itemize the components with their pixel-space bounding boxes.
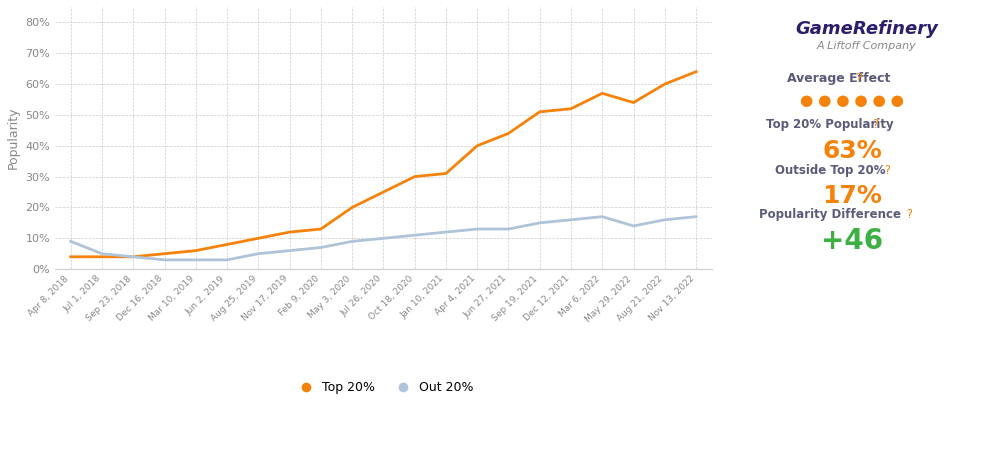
Text: A Liftoff Company: A Liftoff Company — [817, 41, 916, 51]
Text: ?: ? — [852, 72, 863, 86]
Text: Top 20% Popularity: Top 20% Popularity — [766, 118, 894, 131]
Y-axis label: Popularity: Popularity — [7, 107, 20, 169]
Text: Popularity Difference: Popularity Difference — [759, 207, 901, 220]
Text: ?: ? — [903, 207, 913, 220]
Text: Average Effect: Average Effect — [787, 72, 890, 86]
Text: +46: +46 — [821, 227, 883, 255]
Text: 63%: 63% — [822, 140, 882, 163]
Text: ● ● ● ● ● ●: ● ● ● ● ● ● — [800, 94, 904, 108]
Text: GameRefinery: GameRefinery — [795, 20, 938, 38]
Legend: Top 20%, Out 20%: Top 20%, Out 20% — [288, 376, 478, 399]
Text: Outside Top 20%: Outside Top 20% — [775, 164, 885, 177]
Text: ?: ? — [881, 164, 891, 177]
Text: ?: ? — [869, 118, 879, 131]
Text: 17%: 17% — [822, 184, 882, 208]
